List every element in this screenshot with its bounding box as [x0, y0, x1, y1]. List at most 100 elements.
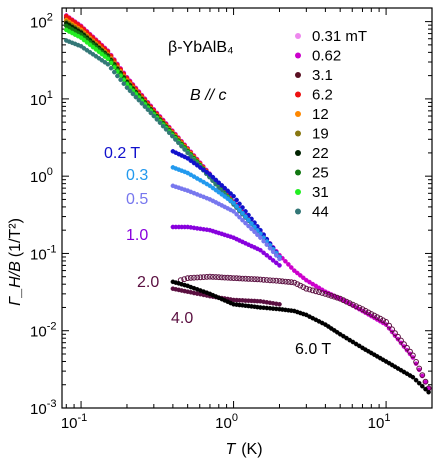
y-tick-label: 10-1: [30, 243, 56, 263]
data-point: [254, 276, 261, 283]
data-point: [142, 104, 148, 109]
data-point: [105, 62, 111, 67]
data-point: [173, 137, 178, 142]
data-point: [207, 273, 213, 280]
curve-label: 0.3: [126, 167, 148, 184]
data-point: [219, 183, 225, 188]
data-point: [81, 37, 87, 43]
data-point: [300, 284, 307, 291]
legend-marker: [295, 33, 301, 39]
data-point: [115, 73, 120, 79]
curve-label: 0.5: [126, 191, 148, 208]
data-point: [242, 275, 249, 282]
data-point: [371, 312, 378, 319]
series-0-5: [170, 183, 282, 262]
data-point: [179, 143, 184, 149]
data-point: [297, 273, 303, 278]
data-point: [218, 274, 225, 281]
data-point: [261, 238, 266, 244]
data-point: [185, 156, 190, 161]
data-point: [194, 162, 200, 168]
data-point: [185, 150, 190, 156]
data-point: [127, 88, 133, 94]
legend-label: 44: [312, 204, 329, 221]
legend-label: 6.2: [312, 87, 333, 104]
y-axis-title: Γ_H/B(1/T²): [7, 218, 24, 306]
x-axis-title: T (K): [225, 441, 262, 458]
data-point: [340, 297, 347, 304]
data-point: [398, 337, 404, 344]
data-point: [422, 378, 429, 385]
data-point: [322, 291, 329, 297]
data-point: [306, 286, 313, 293]
data-point: [237, 201, 242, 207]
data-point: [124, 85, 130, 90]
data-point: [282, 278, 289, 285]
data-point: [303, 285, 310, 292]
data-point: [237, 214, 242, 220]
data-point: [213, 177, 219, 183]
data-point: [346, 300, 353, 307]
data-point: [294, 270, 300, 276]
data-point: [215, 274, 222, 281]
data-point: [133, 94, 139, 100]
data-point: [139, 101, 145, 106]
y-tick-label: 101: [30, 89, 53, 109]
data-point: [404, 345, 410, 351]
data-point: [294, 281, 301, 288]
data-series: [64, 13, 432, 395]
data-point: [191, 274, 197, 281]
data-point: [255, 232, 260, 238]
legend-marker: [295, 130, 301, 137]
data-point: [316, 289, 322, 296]
data-point: [267, 255, 273, 261]
data-point: [121, 81, 127, 86]
data-point: [243, 220, 248, 226]
data-point: [277, 263, 282, 268]
data-point: [257, 276, 264, 283]
curve-labels: 0.2 T 0.3 0.5 1.0 2.0 4.0 6.0 T: [104, 145, 331, 358]
legend: 0.31 mT 0.62 3.1 6.2 12 19 22 25 31 44: [295, 28, 367, 221]
data-point: [112, 69, 117, 75]
data-point: [227, 275, 234, 281]
data-point: [169, 133, 175, 139]
data-point: [90, 44, 96, 50]
data-point: [374, 314, 381, 321]
sample-label: β-YbAlB₄: [168, 39, 234, 56]
data-point: [249, 221, 254, 226]
data-point: [380, 317, 387, 324]
data-point: [263, 277, 270, 283]
series-1-0: [170, 224, 282, 268]
data-point: [356, 304, 363, 311]
data-point: [176, 140, 181, 146]
data-point: [286, 262, 291, 267]
data-point: [416, 365, 423, 372]
data-point: [270, 249, 276, 255]
curve-label: 0.2 T: [104, 145, 140, 162]
data-point: [84, 40, 90, 45]
data-point: [99, 51, 105, 57]
data-point: [160, 123, 166, 129]
data-point: [353, 303, 360, 310]
curve-label: 6.0 T: [295, 341, 331, 358]
data-point: [395, 333, 401, 340]
data-point: [270, 258, 276, 263]
legend-marker: [295, 150, 301, 156]
data-point: [300, 275, 306, 281]
curve-label: 4.0: [171, 310, 193, 327]
data-point: [383, 319, 390, 325]
data-point: [365, 309, 372, 316]
data-point: [231, 193, 236, 199]
data-point: [413, 359, 420, 365]
data-point: [197, 274, 204, 281]
data-point: [130, 91, 136, 97]
data-point: [325, 291, 332, 298]
data-point: [410, 352, 416, 359]
data-point: [407, 348, 413, 355]
x-tick-label: 10-1: [61, 412, 87, 432]
y-tick-label: 102: [30, 12, 53, 32]
data-point: [264, 252, 270, 258]
data-point: [288, 279, 295, 286]
x-tick-label: 100: [215, 412, 238, 432]
